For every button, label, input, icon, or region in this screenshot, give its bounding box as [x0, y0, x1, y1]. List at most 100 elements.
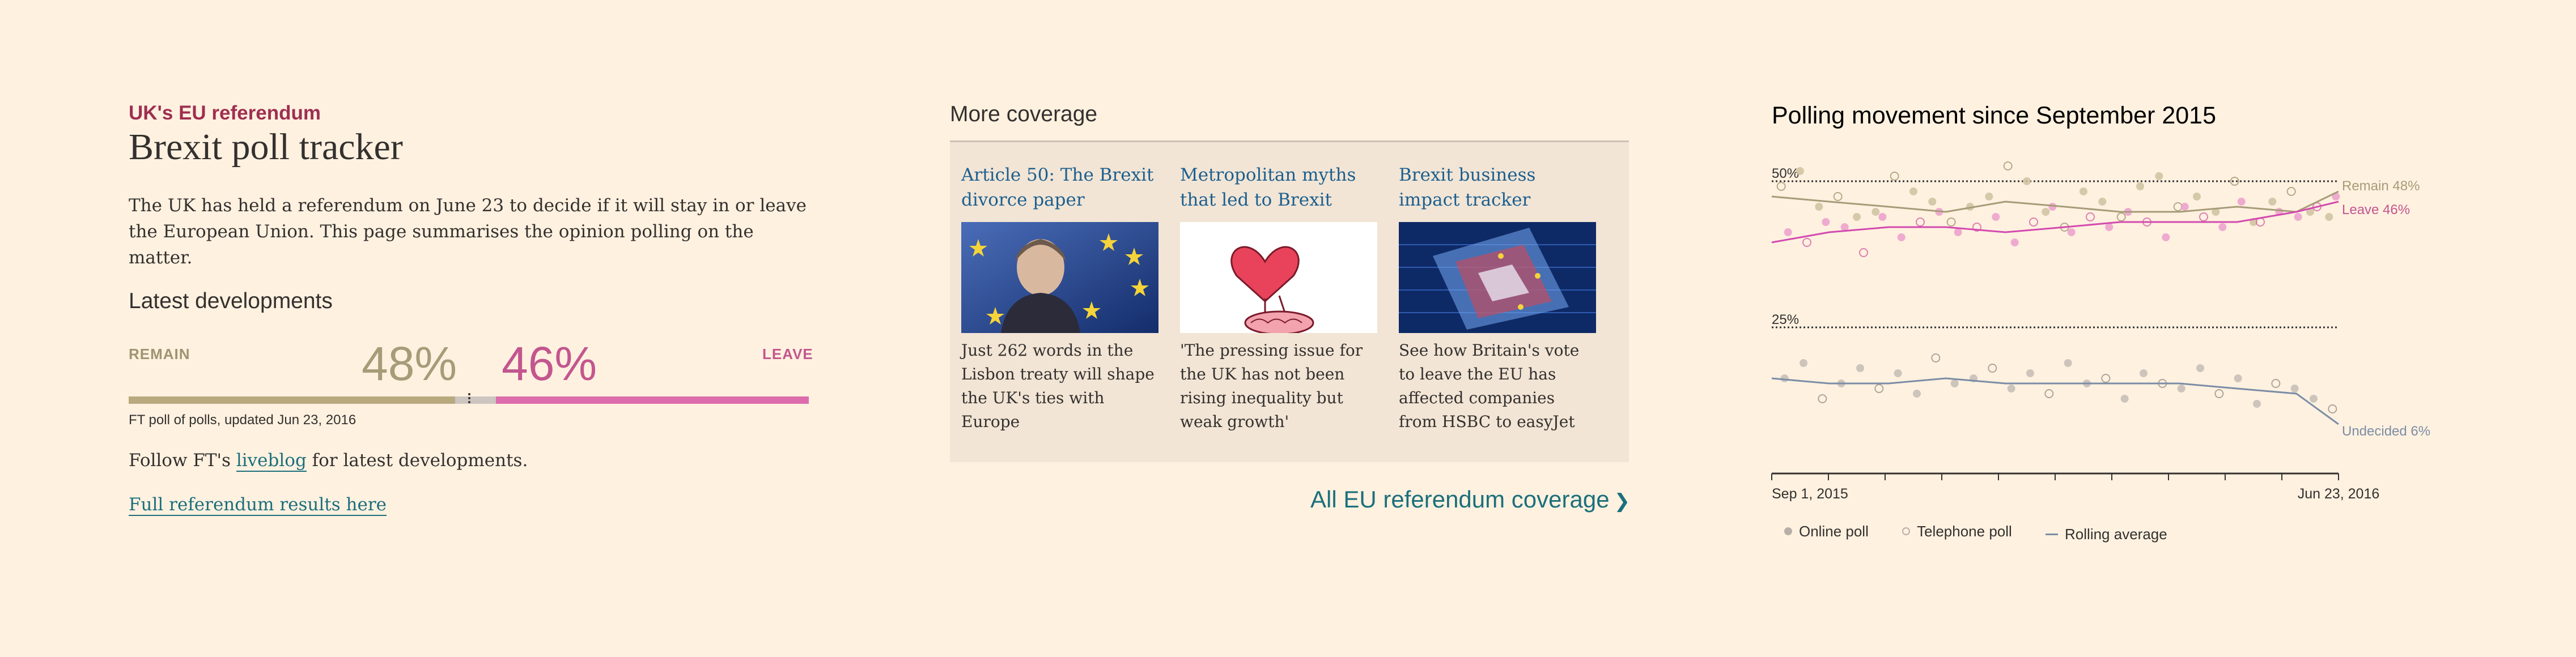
- remain-poll-point: [1853, 213, 1861, 221]
- card-title[interactable]: Metropolitan myths that led to Brexit: [1180, 165, 1356, 210]
- reference-label-50: 50%: [1772, 166, 1799, 181]
- reference-label-25: 25%: [1772, 312, 1799, 327]
- leave-poll-point: [1784, 228, 1792, 236]
- remain-poll-point: [2098, 198, 2107, 206]
- remain-poll-point: [1928, 198, 1937, 206]
- x-axis-start-label: Sep 1, 2015: [1772, 486, 1848, 502]
- remain-poll-point: [2173, 202, 2183, 211]
- remain-rolling-average-line: [1771, 190, 2339, 213]
- card-title[interactable]: Article 50: The Brexit divorce paper: [961, 165, 1154, 210]
- remain-poll-point: [1776, 182, 1786, 191]
- undecided-poll-point: [2214, 389, 2224, 398]
- card-summary: Just 262 words in the Lisbon treaty will…: [961, 341, 1155, 431]
- eu-flag-market-photo-icon[interactable]: [1399, 222, 1596, 333]
- page-title: Brexit poll tracker: [129, 126, 403, 168]
- undecided-poll-point: [2290, 385, 2299, 393]
- undecided-end-label: Undecided 6%: [2342, 424, 2430, 439]
- card-summary: 'The pressing issue for the UK has not b…: [1180, 341, 1363, 431]
- leave-bar-segment: [496, 396, 809, 404]
- undecided-poll-point: [1856, 364, 1864, 372]
- leave-poll-point: [1992, 213, 2000, 221]
- undecided-poll-point: [2120, 395, 2129, 403]
- remain-poll-point: [2212, 208, 2220, 216]
- remain-percentage: 48%: [362, 337, 457, 390]
- heart-brain-illustration-icon[interactable]: [1180, 222, 1377, 333]
- leave-poll-point: [1840, 223, 1849, 231]
- undecided-poll-point: [2196, 364, 2204, 372]
- section-kicker: UK's EU referendum: [129, 102, 321, 124]
- leave-poll-point: [1954, 228, 1962, 236]
- leave-end-label: Leave 46%: [2342, 202, 2410, 217]
- undecided-poll-point: [2328, 404, 2337, 413]
- follow-liveblog-line: Follow FT's liveblog for latest developm…: [129, 450, 528, 472]
- chevron-right-icon[interactable]: ❯: [1614, 490, 1631, 512]
- x-axis-end-label: Jun 23, 2016: [2298, 486, 2380, 502]
- remain-poll-point: [1796, 167, 1804, 175]
- leave-poll-point: [2162, 233, 2170, 241]
- remain-poll-point: [1833, 192, 1843, 201]
- remain-poll-point: [1815, 203, 1823, 211]
- remain-poll-point: [1871, 208, 1880, 216]
- coverage-panel: Article 50: The Brexit divorce paper: [950, 140, 1629, 462]
- all-coverage-label[interactable]: All EU referendum coverage: [1310, 486, 1610, 513]
- undecided-poll-point: [1950, 379, 1959, 387]
- leave-poll-point: [2218, 223, 2227, 231]
- bar-caption: FT poll of polls, updated Jun 23, 2016: [129, 412, 357, 428]
- coverage-card-business-tracker[interactable]: Brexit business impact tracker See how B…: [1399, 163, 1597, 434]
- undecided-poll-point: [2234, 374, 2242, 382]
- remain-poll-point: [2116, 212, 2126, 221]
- polling-chart: 50% 25% Remain 48% Leave 46% Undecided 6% Sep…: [1771, 161, 2430, 502]
- remain-poll-point: [2230, 177, 2239, 186]
- theresa-may-photo-icon[interactable]: [961, 222, 1158, 333]
- full-results-link[interactable]: Full referendum results here: [129, 494, 387, 516]
- remain-bar-segment: [129, 396, 455, 404]
- follow-prefix: Follow FT's: [129, 450, 236, 471]
- card-summary: See how Britain's vote to leave the EU h…: [1399, 341, 1580, 431]
- latest-developments-heading: Latest developments: [129, 289, 333, 313]
- leave-poll-point: [1802, 238, 1811, 247]
- follow-suffix: for latest developments.: [306, 450, 528, 471]
- undecided-poll-point: [1800, 359, 1807, 367]
- remain-poll-point: [1946, 217, 1956, 227]
- remain-poll-point: [2286, 187, 2296, 196]
- card-title[interactable]: Brexit business impact tracker: [1399, 165, 1536, 210]
- liveblog-link[interactable]: liveblog: [236, 450, 307, 472]
- leave-poll-point: [1878, 213, 1887, 221]
- remain-poll-point: [1909, 187, 1917, 195]
- leave-poll-point: [1822, 218, 1830, 226]
- undecided-poll-point: [1818, 394, 1827, 403]
- leave-poll-point: [2294, 213, 2302, 221]
- undecided-poll-point: [2044, 389, 2054, 398]
- leave-poll-point: [2199, 212, 2208, 221]
- undecided-poll-point: [2026, 369, 2034, 377]
- legend-label: Rolling average: [2065, 526, 2167, 543]
- leave-poll-point: [2067, 228, 2076, 236]
- leave-poll-point: [2086, 212, 2095, 221]
- undecided-poll-point: [1931, 353, 1941, 362]
- undecided-poll-point: [2253, 400, 2261, 408]
- undecided-poll-point: [2101, 374, 2111, 383]
- undecided-poll-point: [2064, 359, 2072, 367]
- undecided-poll-point: [1874, 384, 1884, 393]
- remain-poll-point: [2003, 161, 2013, 170]
- intro-paragraph: The UK has held a referendum on June 23 …: [129, 195, 807, 268]
- all-coverage-link[interactable]: All EU referendum coverage ❯: [1310, 486, 1630, 513]
- coverage-card-metropolitan-myths[interactable]: Metropolitan myths that led to Brexit 'T…: [1180, 163, 1378, 434]
- undecided-rolling-average-line: [1771, 377, 2339, 425]
- leave-poll-point: [2105, 223, 2114, 231]
- remain-poll-point: [2136, 182, 2144, 190]
- poll-of-polls-bar: [129, 396, 809, 404]
- undecided-bar-segment: [455, 396, 496, 404]
- legend-label: Online poll: [1799, 522, 1869, 540]
- undecided-poll-point: [1894, 369, 1902, 377]
- remain-poll-point: [2042, 208, 2050, 216]
- undecided-poll-point: [2310, 395, 2318, 403]
- leave-poll-point: [2237, 198, 2246, 206]
- remain-end-label: Remain 48%: [2342, 178, 2420, 194]
- remain-poll-point: [2080, 187, 2087, 195]
- remain-poll-point: [2325, 213, 2333, 221]
- more-coverage-heading: More coverage: [950, 102, 1098, 126]
- coverage-card-article-50[interactable]: Article 50: The Brexit divorce paper: [961, 163, 1160, 434]
- remain-poll-point: [2155, 172, 2163, 180]
- leave-label: LEAVE: [762, 345, 813, 362]
